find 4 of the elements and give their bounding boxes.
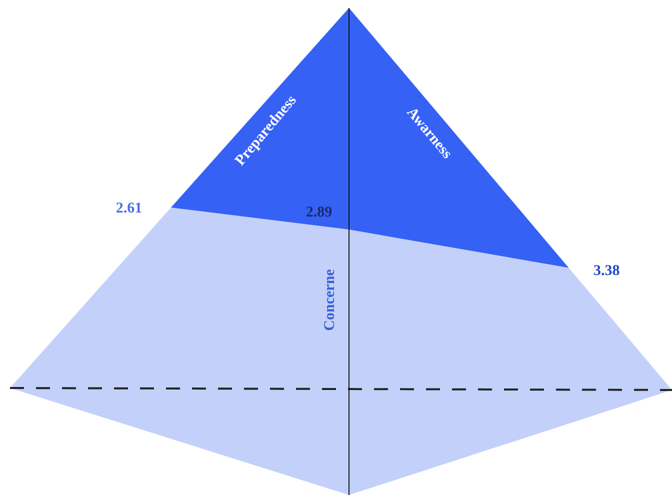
category-label: Concerne bbox=[322, 268, 338, 331]
data-label: 3.38 bbox=[594, 262, 620, 279]
data-label: 2.89 bbox=[306, 204, 332, 221]
data-label: 2.61 bbox=[116, 200, 142, 217]
